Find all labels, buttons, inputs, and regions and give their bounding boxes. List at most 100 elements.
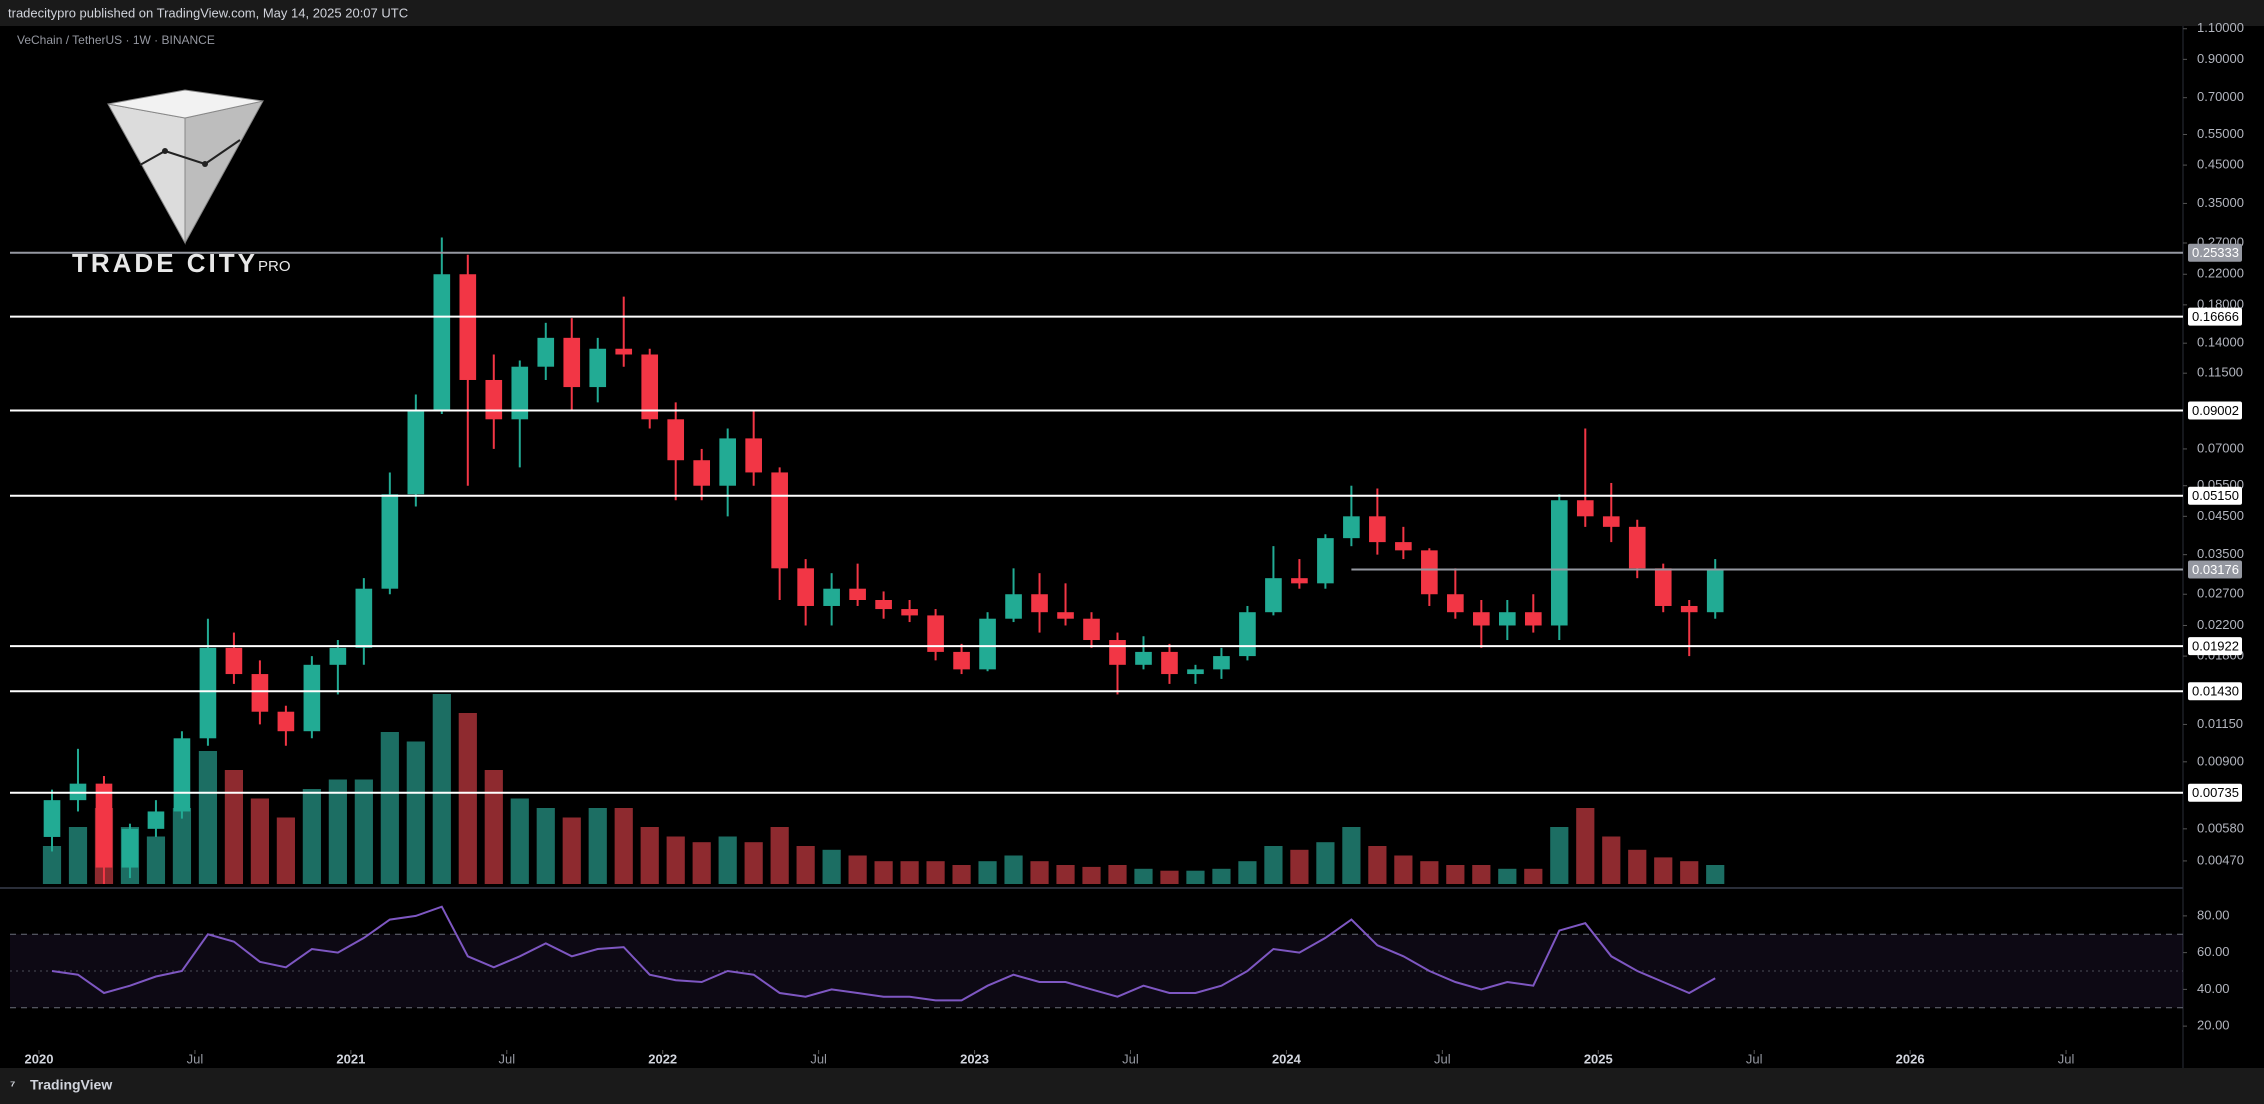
candle-body [407, 410, 425, 495]
volume-bar [1186, 870, 1205, 884]
x-tick-label: Jul [810, 1051, 827, 1066]
volume-bar [1030, 861, 1049, 884]
volume-bar [692, 842, 711, 884]
candle-body [1213, 656, 1230, 670]
logo: TRADE CITY PRO [72, 89, 291, 278]
volume-bar [302, 789, 321, 884]
candle-body [719, 438, 736, 486]
candle-body [901, 609, 918, 616]
volume-bar [1680, 861, 1699, 884]
volume-bar [1524, 868, 1543, 884]
candle-body [979, 618, 996, 670]
volume-bar [224, 770, 244, 884]
rsi-tick-label: 20.00 [2197, 1018, 2230, 1033]
volume-bar [146, 836, 166, 884]
volume-bar [328, 779, 347, 884]
volume-bar [926, 861, 945, 884]
candle-body [771, 472, 788, 569]
candle-body [173, 738, 191, 812]
y-tick-label: 0.01150 [2197, 716, 2243, 731]
candle-body [1473, 612, 1490, 626]
volume-bar [172, 808, 192, 884]
y-tick-label: 0.55000 [2197, 126, 2244, 141]
publish-info: tradecitypro published on TradingView.co… [8, 5, 408, 20]
x-tick-label: 2021 [336, 1051, 365, 1066]
candle-body [485, 379, 503, 420]
x-tick-label: 2024 [1272, 1051, 1302, 1066]
candle-body [1187, 669, 1204, 675]
volume-bar [250, 798, 269, 884]
volume-bar [978, 861, 997, 884]
volume-bar [614, 808, 633, 884]
candle-body [641, 354, 659, 420]
volume-bar [1654, 857, 1673, 884]
volume-bar [666, 836, 685, 884]
candle-body [1057, 612, 1074, 619]
logo-face [107, 89, 264, 119]
volume-bar [1420, 861, 1439, 884]
level-label-box [2188, 783, 2242, 802]
rsi-tick-label: 80.00 [2197, 907, 2230, 922]
volume-bar [796, 846, 815, 884]
logo-dot [162, 148, 168, 154]
volume-bar [900, 861, 919, 884]
candle-body [1265, 578, 1282, 613]
candle-body [1239, 612, 1256, 657]
y-tick-label: 0.90000 [2197, 51, 2244, 66]
volume-bar [1082, 866, 1101, 884]
candle-body [797, 568, 814, 606]
y-tick-label: 0.02200 [2197, 617, 2244, 632]
candle-body [511, 366, 529, 420]
volume-bar [458, 713, 477, 884]
candle-body [1421, 550, 1438, 595]
y-tick-label: 0.00900 [2197, 753, 2244, 768]
volume-bar [1316, 842, 1335, 884]
volume-bar [406, 741, 425, 884]
candle-body [1395, 542, 1412, 551]
volume-bar [1628, 849, 1647, 884]
candle-body [1031, 594, 1048, 613]
y-tick-label: 0.07000 [2197, 440, 2244, 455]
candle-body [589, 348, 607, 388]
volume-bar [1602, 836, 1621, 884]
volume-bar [562, 817, 581, 884]
candle-body [225, 647, 243, 675]
volume-bar [484, 770, 503, 884]
candle-body [1369, 516, 1386, 543]
candle-body [251, 674, 269, 712]
candle-body [1447, 594, 1464, 613]
volume-bar [1472, 865, 1491, 884]
candle-body [1291, 578, 1308, 584]
rsi-line [51, 905, 1716, 1002]
candle-body [1135, 651, 1152, 665]
volume-bar [1394, 855, 1413, 884]
x-tick-label: Jul [2058, 1051, 2075, 1066]
candle-body [95, 783, 113, 868]
volume-bar [1576, 808, 1595, 884]
candle-body [1706, 569, 1724, 613]
candle-body [43, 800, 61, 837]
volume-bar [848, 855, 867, 884]
y-tick-label: 0.18000 [2197, 296, 2244, 311]
volume-bar [380, 732, 399, 884]
level-label: 0.03176 [2192, 562, 2239, 577]
volume-bar [744, 842, 763, 884]
volume-bar [1160, 870, 1179, 884]
level-label-box [2188, 682, 2242, 701]
x-tick-label: Jul [498, 1051, 515, 1066]
level-label: 0.01430 [2192, 684, 2239, 699]
volume-bar [1134, 868, 1153, 884]
candle-body [1654, 568, 1672, 606]
level-label-box [2188, 486, 2242, 505]
volume-bar [822, 849, 841, 884]
level-label: 0.00735 [2192, 785, 2239, 800]
volume-bar [1550, 827, 1569, 884]
volume-bar [1238, 861, 1257, 884]
candle-body [823, 588, 840, 606]
candle-body [667, 419, 685, 461]
volume-bar [874, 861, 893, 884]
volume-bar [536, 808, 555, 884]
volume-bar [432, 694, 451, 884]
